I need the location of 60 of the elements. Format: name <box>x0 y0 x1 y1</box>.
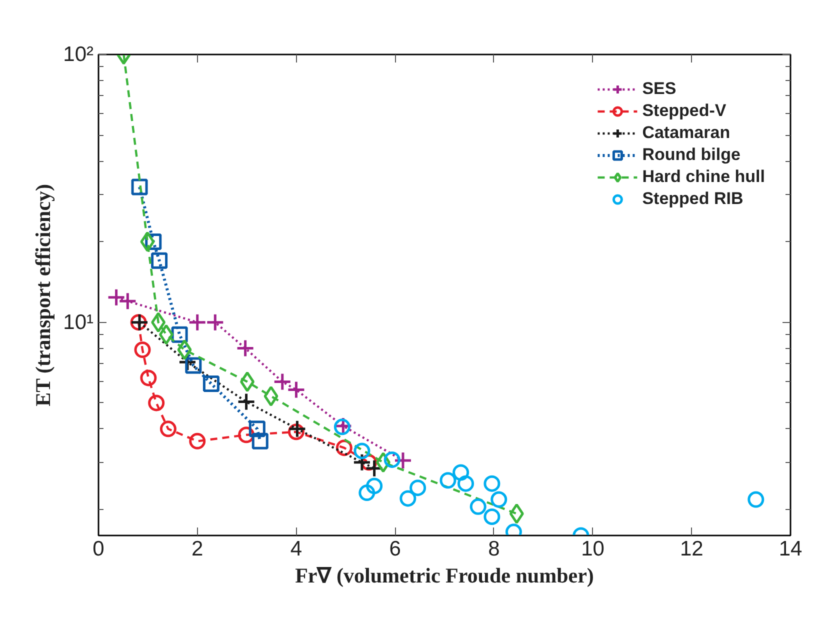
point <box>140 231 155 252</box>
point <box>264 386 278 406</box>
x-axis-title: Fr∇ (volumetric Froude number) <box>295 564 594 588</box>
point <box>440 472 456 489</box>
point <box>288 420 306 438</box>
point <box>384 451 400 468</box>
point <box>252 432 268 450</box>
point <box>248 420 266 438</box>
legend-label: Stepped-V <box>642 101 726 121</box>
legend-label: Catamaran <box>642 123 730 143</box>
point <box>286 380 306 400</box>
point <box>490 491 508 508</box>
point <box>134 342 151 358</box>
point <box>107 288 126 307</box>
point <box>470 498 486 515</box>
x-tick-label: 6 <box>389 538 401 560</box>
point <box>140 370 157 386</box>
y-axis-title: ET (transport efficiency) <box>31 184 56 406</box>
point <box>358 484 376 502</box>
x-tick-label: 12 <box>680 538 704 560</box>
point <box>118 292 137 310</box>
point <box>366 478 383 494</box>
point <box>206 313 224 332</box>
legend-label: Round bilge <box>642 145 740 165</box>
point <box>151 312 166 333</box>
point <box>202 375 220 392</box>
point <box>177 340 192 360</box>
point <box>484 508 500 525</box>
point <box>354 442 370 460</box>
point <box>400 490 416 507</box>
point <box>131 178 148 196</box>
point <box>237 392 256 412</box>
point <box>365 459 384 478</box>
point <box>148 394 165 412</box>
point <box>160 420 176 438</box>
point <box>452 464 470 481</box>
x-tick-label: 10 <box>581 538 604 560</box>
point <box>236 339 255 358</box>
point <box>188 313 207 332</box>
point <box>240 372 255 392</box>
point <box>509 503 524 524</box>
y-tick-label: 10² <box>63 43 94 66</box>
point <box>185 357 202 374</box>
point <box>410 480 426 496</box>
point <box>458 475 474 492</box>
point <box>151 252 168 269</box>
legend-label: Stepped RIB <box>642 189 744 209</box>
point <box>273 372 292 392</box>
y-tick-label: 10¹ <box>63 310 94 334</box>
point <box>189 432 206 450</box>
point <box>484 475 500 492</box>
point <box>158 324 174 345</box>
x-tick-label: 14 <box>778 538 802 560</box>
legend-label: SES <box>642 79 676 99</box>
legend-label: Hard chine hull <box>642 167 765 187</box>
x-tick-label: 2 <box>192 538 204 560</box>
x-tick-label: 4 <box>290 538 302 560</box>
x-tick-label: 8 <box>488 538 500 560</box>
x-tick-label: 0 <box>92 538 104 560</box>
point <box>748 491 764 508</box>
